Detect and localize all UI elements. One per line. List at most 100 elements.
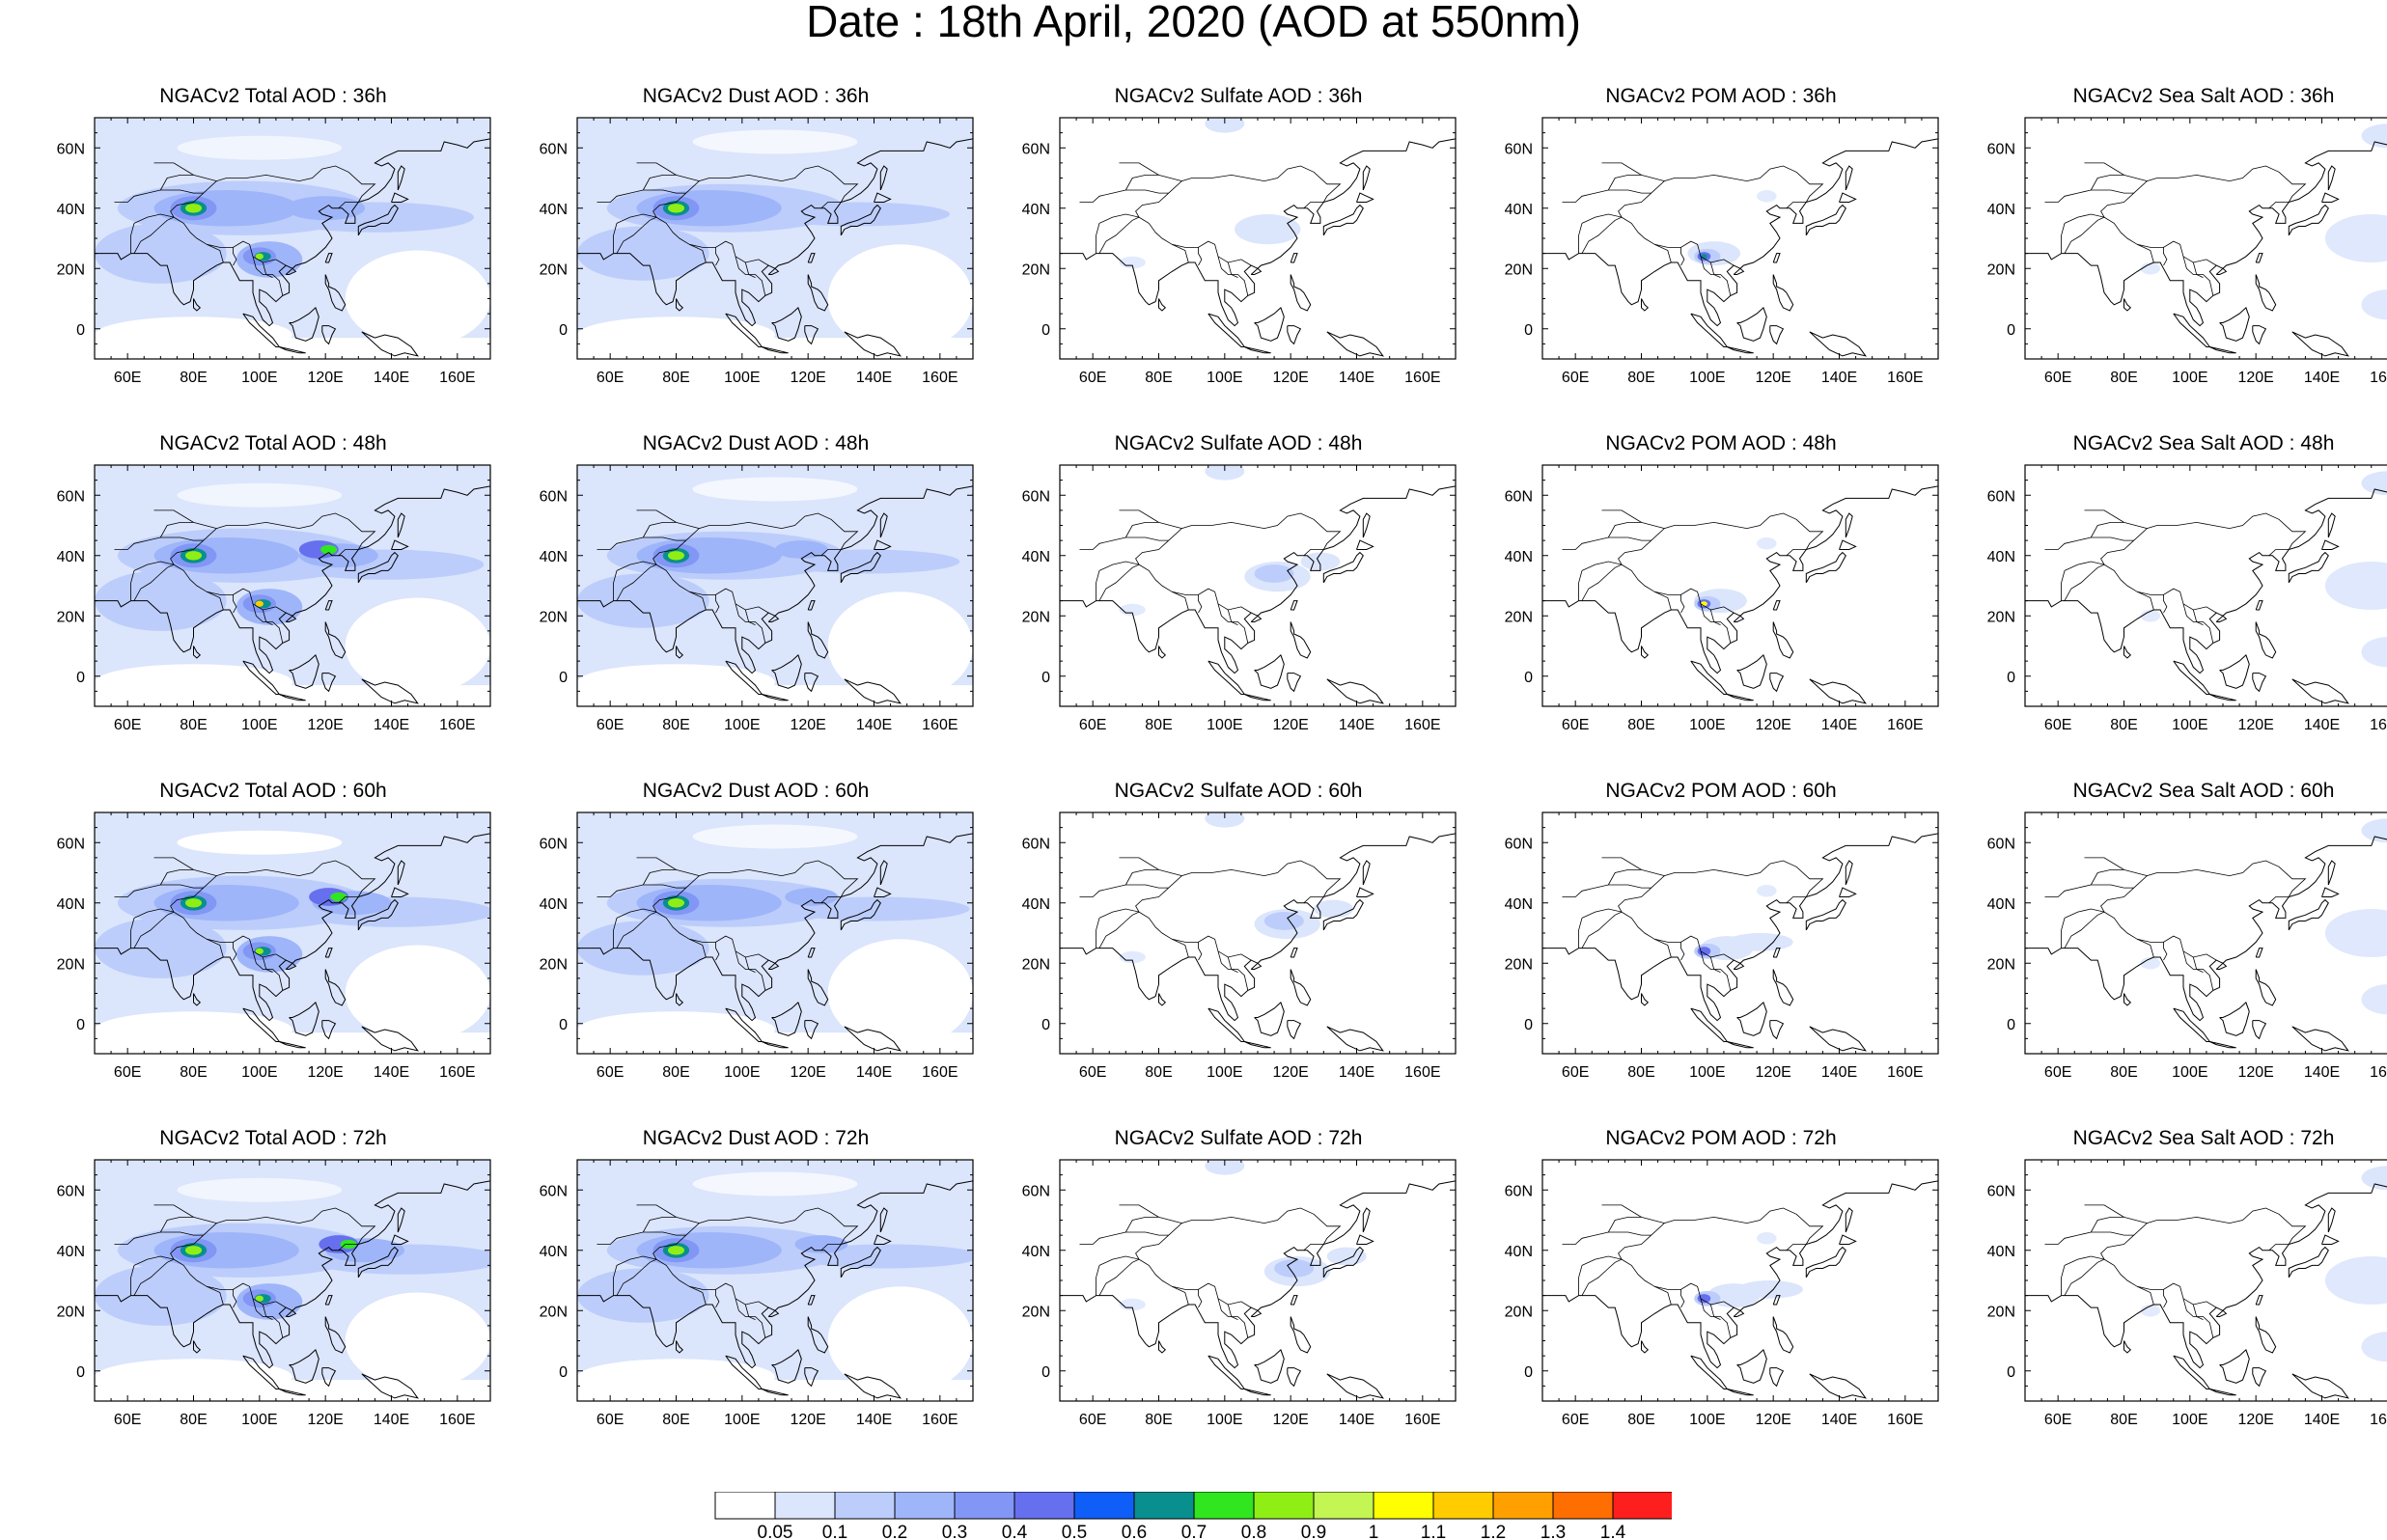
- country-border: [133, 1207, 376, 1266]
- country-border: [2061, 918, 2066, 949]
- aod-region: [255, 600, 264, 607]
- map-panel: NGACv2 Sulfate AOD : 36h 60E 80E 100E 120E 14…: [1012, 85, 1465, 386]
- coastline: [1326, 1026, 1384, 1052]
- colorbar-swatch: [1193, 1492, 1255, 1520]
- coastline: [1736, 654, 1767, 689]
- coastline: [1542, 138, 1938, 327]
- country-border: [597, 189, 686, 203]
- aod-field: [577, 812, 973, 1054]
- country-border: [207, 591, 224, 611]
- country-border: [133, 564, 175, 601]
- aod-region: [255, 948, 264, 954]
- coastline: [1736, 1349, 1767, 1384]
- coastline: [1250, 962, 1263, 970]
- country-border: [820, 202, 842, 209]
- x-tick-label: 160E: [1887, 1412, 1923, 1428]
- y-tick-label: 20N: [540, 1304, 568, 1320]
- y-tick-label: 60N: [57, 141, 85, 157]
- aod-region: [345, 597, 490, 695]
- country-border: [1578, 570, 1583, 601]
- coastlines: [1060, 833, 1456, 1052]
- x-tick-label: 100E: [1207, 370, 1242, 386]
- coastline: [725, 1355, 763, 1389]
- country-border: [735, 603, 766, 644]
- map-plot: 60E 80E 100E 120E 140E 160E 0 20N 40N 60N: [57, 117, 491, 386]
- country-border: [153, 162, 194, 176]
- country-border: [1096, 918, 1100, 949]
- coastline: [577, 1180, 973, 1369]
- coastline: [1158, 298, 1167, 312]
- coastline: [397, 860, 405, 886]
- country-border: [1581, 564, 1623, 601]
- coastline: [2173, 1355, 2211, 1389]
- x-tick-label: 120E: [1272, 1064, 1308, 1081]
- country-border: [114, 536, 204, 550]
- y-tick-label: 40N: [57, 896, 85, 913]
- country-border: [1601, 857, 1642, 870]
- x-tick-label: 100E: [241, 717, 277, 733]
- aod-region: [1757, 1232, 1777, 1245]
- x-tick-label: 80E: [180, 1064, 207, 1081]
- x-tick-label: 60E: [114, 1412, 141, 1428]
- coastline: [242, 313, 281, 347]
- country-border: [338, 896, 359, 904]
- country-border: [616, 564, 657, 601]
- x-tick-label: 100E: [1689, 717, 1725, 733]
- aod-region: [827, 939, 973, 1048]
- coastline: [279, 1041, 306, 1049]
- coastline: [1727, 346, 1754, 354]
- y-tick-label: 40N: [1987, 896, 2015, 913]
- coastline: [1733, 1309, 1745, 1317]
- coastline: [676, 1340, 684, 1354]
- coastline: [357, 551, 399, 584]
- aod-region: [2140, 610, 2161, 622]
- coastline: [2255, 1316, 2277, 1354]
- coastline: [2327, 512, 2336, 538]
- aod-field: [577, 465, 973, 706]
- coastlines: [1060, 1180, 1456, 1399]
- country-border: [1217, 256, 1249, 296]
- aod-region: [184, 898, 203, 908]
- map-plot: 60E 80E 100E 120E 140E 160E 0 20N 40N 60N: [1987, 464, 2387, 733]
- colorbar-label: 0.5: [1062, 1523, 1087, 1540]
- coastline: [2327, 1207, 2336, 1233]
- country-border: [1098, 1207, 1342, 1266]
- coastline: [804, 1367, 819, 1388]
- coastline: [2255, 253, 2263, 263]
- country-border: [2137, 243, 2154, 263]
- x-tick-label: 120E: [2237, 717, 2273, 733]
- aod-region: [345, 1292, 490, 1389]
- aod-region: [2361, 471, 2387, 496]
- country-border: [1700, 603, 1732, 644]
- country-border: [1096, 1265, 1100, 1296]
- country-border: [133, 216, 175, 254]
- map-panel: NGACv2 POM AOD : 72h 60E 80E 100E 120E 140E 16…: [1494, 1127, 1948, 1428]
- country-border: [2064, 564, 2105, 601]
- country-border: [613, 918, 618, 949]
- coastline: [1244, 346, 1271, 354]
- coastline: [1207, 660, 1246, 695]
- country-border: [2084, 162, 2124, 176]
- panel-title: NGACv2 Sulfate AOD : 72h: [1114, 1127, 1363, 1149]
- coastline: [1158, 646, 1167, 659]
- colorbar-swatch: [1492, 1492, 1554, 1520]
- country-border: [1079, 536, 1169, 550]
- coastline: [2215, 1309, 2228, 1317]
- country-border: [233, 594, 237, 614]
- x-tick-label: 60E: [2044, 370, 2071, 386]
- coastline: [361, 1026, 419, 1052]
- coastline: [1287, 1020, 1302, 1040]
- aod-region: [827, 1286, 973, 1395]
- colorbar-label: 0.9: [1301, 1523, 1326, 1540]
- country-border: [613, 223, 618, 254]
- coastline: [676, 298, 684, 312]
- coastline: [1158, 993, 1167, 1006]
- coastline: [1254, 307, 1285, 342]
- map-plot: 60E 80E 100E 120E 140E 160E 0 20N 40N 60N: [1022, 1159, 1457, 1428]
- country-border: [2192, 261, 2204, 278]
- y-tick-label: 0: [76, 1364, 85, 1381]
- country-border: [1098, 911, 1140, 949]
- aod-region: [95, 918, 227, 978]
- country-border: [642, 175, 700, 191]
- aod-region: [320, 544, 338, 555]
